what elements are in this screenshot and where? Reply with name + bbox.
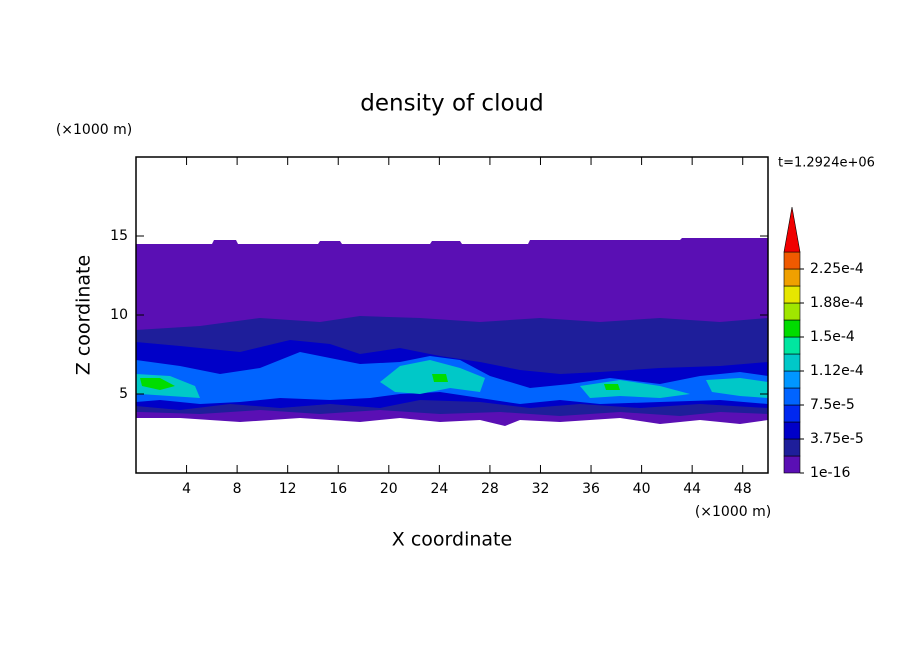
- x-axis-label: X coordinate: [392, 529, 512, 551]
- colorbar-box: [783, 353, 801, 372]
- colorbar-label: 7.5e-5: [810, 397, 855, 413]
- x-tick-label: 20: [380, 481, 398, 497]
- colorbar-label: 1.5e-4: [810, 329, 855, 345]
- x-tick-label: 16: [329, 481, 347, 497]
- colorbar-box: [783, 387, 801, 406]
- colorbar-extend: [783, 251, 801, 270]
- y-unit: (×1000 m): [56, 122, 132, 138]
- colorbar-box: [783, 268, 801, 287]
- x-tick-label: 48: [734, 481, 752, 497]
- x-tick-label: 44: [683, 481, 701, 497]
- chart-title: density of cloud: [360, 91, 543, 117]
- colorbar-label: 3.75e-5: [810, 431, 864, 447]
- x-tick-label: 36: [582, 481, 600, 497]
- x-tick-label: 4: [182, 481, 191, 497]
- x-tick-label: 8: [233, 481, 242, 497]
- x-tick-label: 32: [532, 481, 550, 497]
- colorbar-label: 1e-16: [810, 465, 850, 481]
- colorbar-box: [783, 421, 801, 440]
- x-tick-label: 40: [633, 481, 651, 497]
- y-axis-label: Z coordinate: [73, 255, 95, 375]
- x-tick-label: 24: [430, 481, 448, 497]
- colorbar-box: [783, 302, 801, 321]
- x-unit: (×1000 m): [695, 504, 771, 520]
- annotation: t=1.2924e+06: [778, 156, 875, 171]
- colorbar-label: 1.12e-4: [810, 363, 864, 379]
- y-tick-label: 10: [110, 307, 128, 323]
- colorbar-box: [783, 370, 801, 389]
- y-tick-label: 15: [110, 228, 128, 244]
- colorbar-triangle: [783, 206, 801, 253]
- colorbar-box: [783, 404, 801, 423]
- contour-field: [136, 238, 768, 426]
- colorbar-box: [783, 285, 801, 304]
- colorbar-box: [783, 455, 801, 474]
- colorbar-box: [783, 336, 801, 355]
- colorbar-label: 1.88e-4: [810, 295, 864, 311]
- colorbar-label: 2.25e-4: [810, 261, 864, 277]
- colorbar-box: [783, 438, 801, 457]
- x-tick-label: 12: [279, 481, 297, 497]
- x-tick-label: 28: [481, 481, 499, 497]
- y-tick-label: 5: [119, 386, 128, 402]
- colorbar-box: [783, 319, 801, 338]
